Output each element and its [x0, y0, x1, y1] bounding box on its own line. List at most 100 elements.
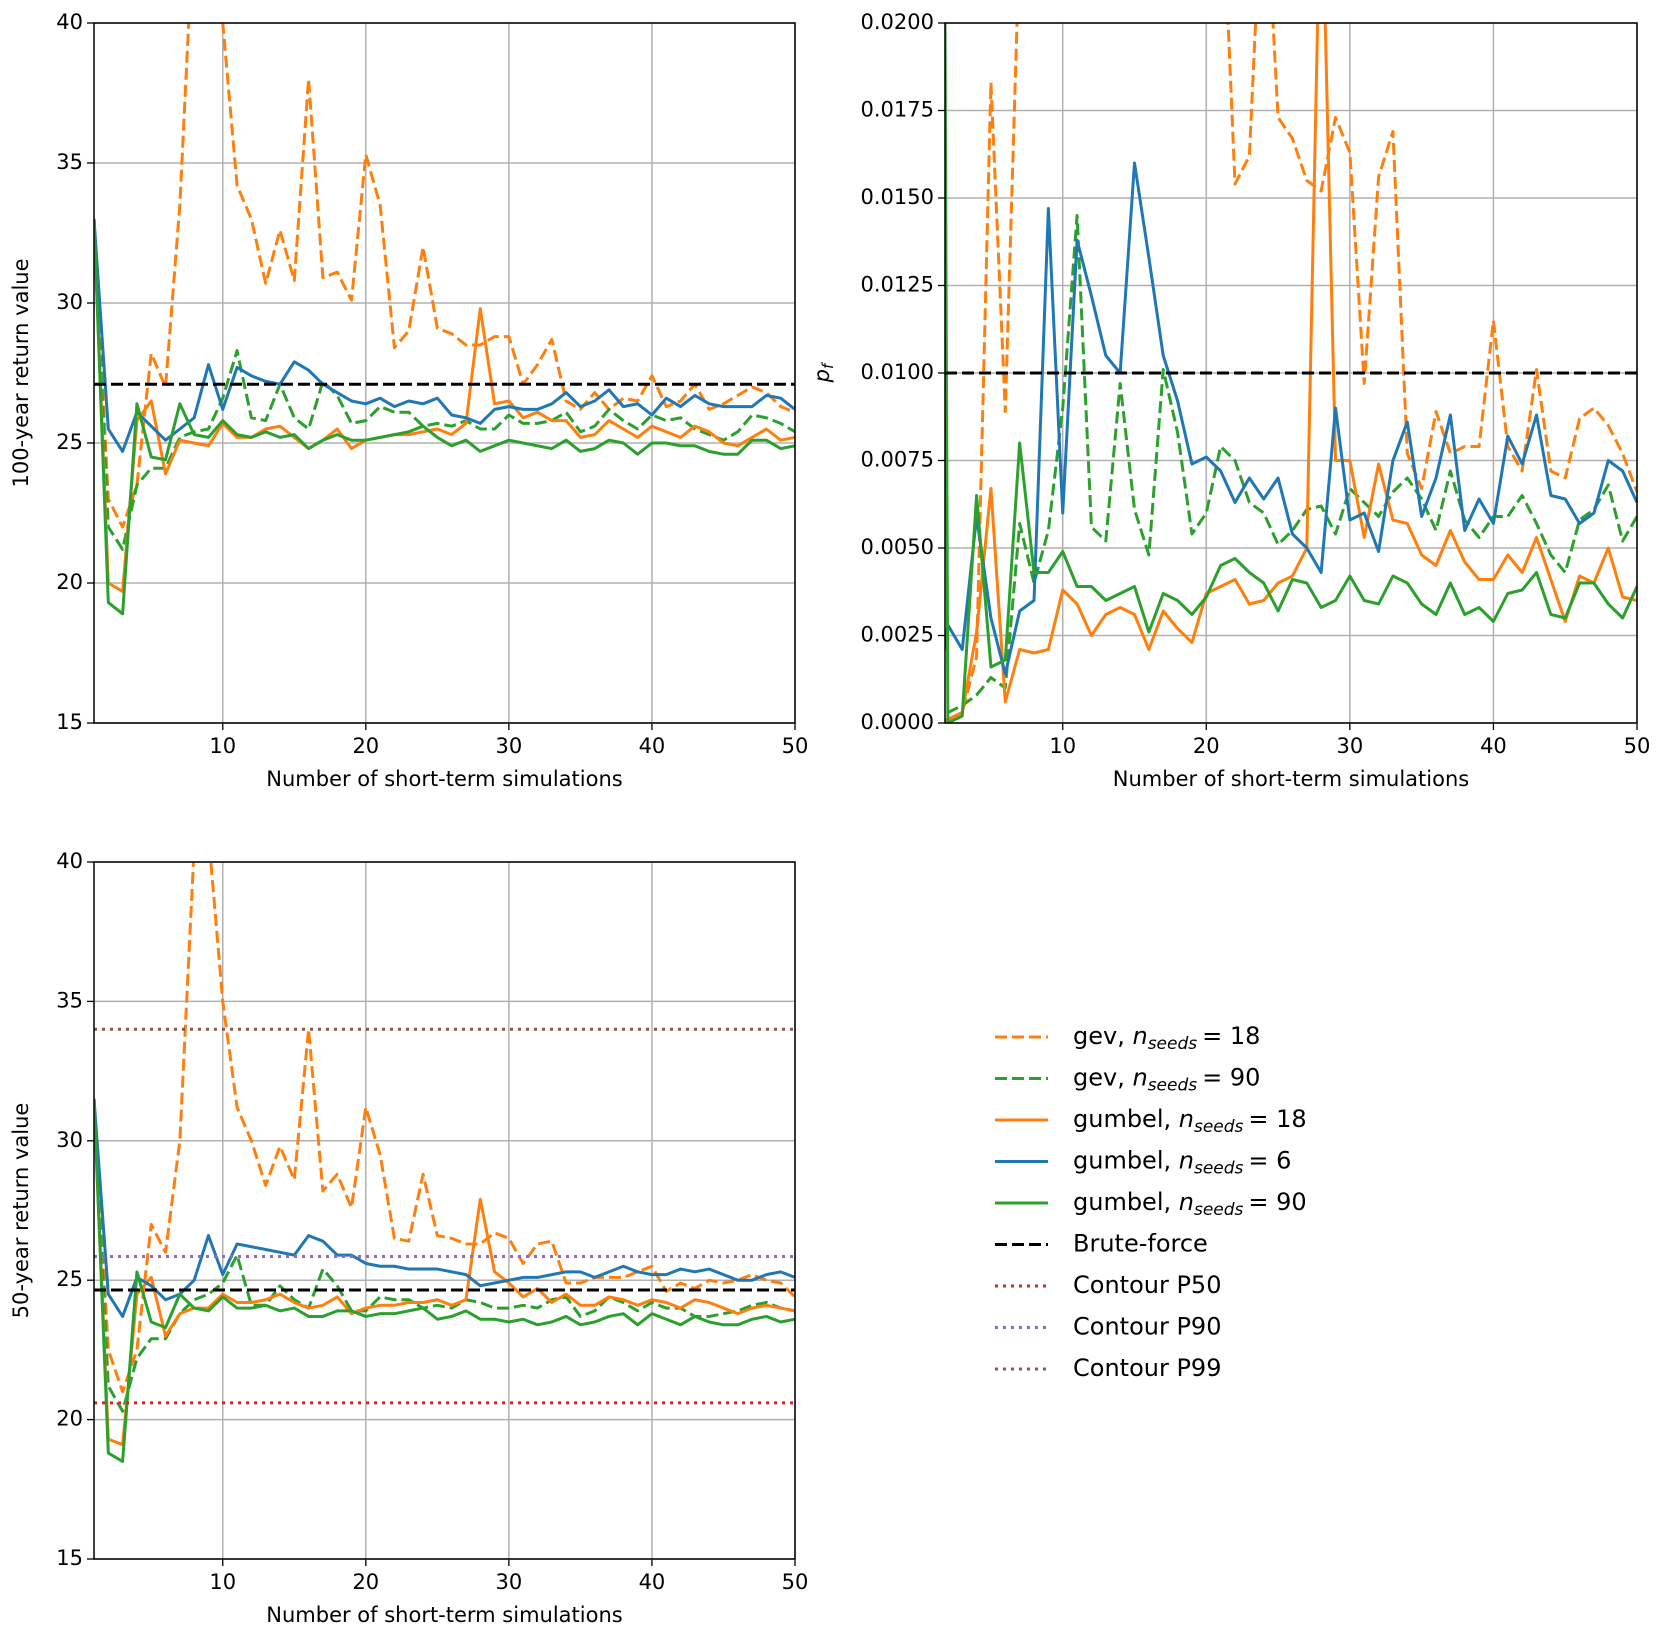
legend-symbol: n — [1179, 1188, 1194, 1216]
y-tick-label: 0.0025 — [861, 623, 934, 647]
x-tick-label: 40 — [1480, 734, 1507, 758]
series-line — [945, 23, 1637, 722]
series-line — [945, 23, 1637, 723]
legend-symbol: n — [1132, 1022, 1147, 1050]
series-line — [94, 862, 795, 1394]
series-line — [94, 218, 795, 453]
legend-label: Brute-force — [1073, 1230, 1208, 1258]
subplot: 10 20 30 40 50 15 20 25 30 35 40 Number of short-te… — [9, 849, 809, 1627]
subplot: 10 20 30 40 50 0.0000 0.0025 0.0050 0.0075 0.0100… — [810, 10, 1651, 791]
x-tick-label: 10 — [1049, 734, 1076, 758]
legend-label: gumbel, nseeds = 6 — [1073, 1147, 1291, 1179]
y-tick-label: 0.0175 — [861, 98, 934, 122]
legend-suffix: = 18 — [1202, 1022, 1260, 1050]
x-tick-label: 30 — [496, 1570, 523, 1594]
y-tick-label: 40 — [56, 10, 83, 34]
legend-symbol: n — [1179, 1147, 1194, 1175]
legend-text: Contour P99 — [1073, 1354, 1221, 1382]
y-axis-label: pf — [810, 361, 837, 383]
series-line — [94, 1098, 795, 1447]
legend-text: Brute-force — [1073, 1230, 1208, 1258]
y-tick-label: 35 — [56, 988, 83, 1012]
y-axis-label: 50-year return value — [9, 1103, 33, 1319]
legend-text: gev, — [1073, 1064, 1132, 1092]
series-line — [945, 214, 1637, 717]
y-tick-label: 0.0050 — [861, 535, 934, 559]
legend-suffix: = 90 — [1248, 1188, 1306, 1216]
axes-frame — [93, 22, 796, 724]
legend-label: Contour P90 — [1073, 1313, 1221, 1341]
x-tick-label: 40 — [639, 1570, 666, 1594]
legend-symbol: n — [1179, 1105, 1194, 1133]
x-tick-label: 20 — [352, 734, 379, 758]
legend-text: gev, — [1073, 1022, 1132, 1050]
legend-subscript: seeds — [1194, 1200, 1244, 1220]
y-tick-label: 0.0200 — [861, 10, 934, 34]
legend-text: gumbel, — [1073, 1188, 1179, 1216]
x-tick-label: 10 — [209, 1570, 236, 1594]
y-tick-label: 15 — [56, 1546, 83, 1570]
series-line — [94, 218, 795, 593]
x-tick-label: 10 — [209, 734, 236, 758]
x-axis-label: Number of short-term simulations — [1113, 767, 1469, 791]
x-tick-label: 30 — [496, 734, 523, 758]
x-tick-label: 50 — [782, 1570, 809, 1594]
y-tick-label: 0.0000 — [861, 710, 934, 734]
y-tick-label: 0.0125 — [861, 273, 934, 297]
y-tick-label: 30 — [56, 1128, 83, 1152]
legend-subscript: seeds — [1148, 1076, 1198, 1096]
y-tick-label: 35 — [56, 150, 83, 174]
x-tick-label: 40 — [639, 734, 666, 758]
x-tick-label: 50 — [1624, 734, 1651, 758]
y-tick-label: 0.0100 — [861, 360, 934, 384]
series-line — [94, 1098, 795, 1318]
series-line — [94, 218, 795, 551]
plot-area — [94, 23, 795, 616]
x-tick-label: 20 — [1193, 734, 1220, 758]
y-tick-label: 0.0075 — [861, 448, 934, 472]
y-tick-label: 20 — [56, 570, 83, 594]
x-axis-label: Number of short-term simulations — [266, 767, 622, 791]
plot-area — [94, 862, 795, 1463]
x-tick-label: 20 — [352, 1570, 379, 1594]
legend-text: Contour P50 — [1073, 1271, 1221, 1299]
x-tick-label: 50 — [782, 734, 809, 758]
y-tick-label: 15 — [56, 710, 83, 734]
legend-subscript: seeds — [1194, 1117, 1244, 1137]
legend-label: gev, nseeds = 18 — [1073, 1022, 1260, 1054]
y-tick-label: 0.0150 — [861, 185, 934, 209]
series-line — [94, 218, 795, 616]
legend-subscript: seeds — [1148, 1034, 1198, 1054]
series-line — [94, 23, 795, 529]
legend-label: Contour P50 — [1073, 1271, 1221, 1299]
legend-label: gev, nseeds = 90 — [1073, 1064, 1260, 1096]
legend-label: gumbel, nseeds = 18 — [1073, 1105, 1307, 1137]
axes-frame — [93, 861, 796, 1560]
y-tick-label: 25 — [56, 1267, 83, 1291]
plot-area — [945, 23, 1637, 723]
x-axis-label: Number of short-term simulations — [266, 1603, 622, 1627]
subplot: 10 20 30 40 50 15 20 25 30 35 40 Number of short-te… — [9, 10, 809, 791]
legend-symbol: n — [1132, 1064, 1147, 1092]
y-tick-label: 30 — [56, 290, 83, 314]
legend-suffix: = 6 — [1248, 1147, 1291, 1175]
x-tick-label: 30 — [1336, 734, 1363, 758]
legend-suffix: = 18 — [1248, 1105, 1306, 1133]
legend-subscript: seeds — [1194, 1159, 1244, 1179]
series-line — [945, 23, 1637, 722]
series-line — [94, 1098, 795, 1463]
y-axis-label: 100-year return value — [9, 258, 33, 487]
y-tick-label: 20 — [56, 1407, 83, 1431]
legend-label: gumbel, nseeds = 90 — [1073, 1188, 1307, 1220]
y-tick-label: 40 — [56, 849, 83, 873]
legend-label: Contour P99 — [1073, 1354, 1221, 1382]
series-line — [945, 161, 1637, 676]
legend-text: gumbel, — [1073, 1147, 1179, 1175]
y-tick-label: 25 — [56, 430, 83, 454]
legend-text: gumbel, — [1073, 1105, 1179, 1133]
legend-text: Contour P90 — [1073, 1313, 1221, 1341]
axes-frame — [944, 22, 1638, 724]
y-axis-label-subscript: f — [819, 361, 837, 369]
